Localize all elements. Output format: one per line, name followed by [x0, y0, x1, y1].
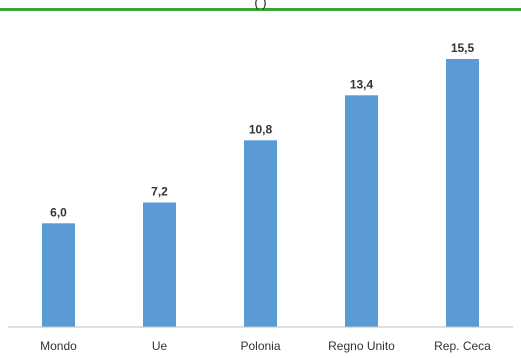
bars-group	[42, 59, 479, 327]
category-label-4: Rep. Ceca	[434, 339, 491, 353]
category-label-1: Ue	[152, 339, 168, 353]
category-label-2: Polonia	[240, 339, 280, 353]
chart-title-partial: ( )	[254, 0, 267, 10]
value-label-4: 15,5	[451, 41, 475, 55]
value-label-0: 6,0	[50, 205, 67, 219]
value-label-1: 7,2	[151, 185, 168, 199]
bar-3	[345, 95, 378, 327]
value-label-2: 10,8	[249, 122, 273, 136]
category-labels-group: Mondo Ue Polonia Regno Unito Rep. Ceca	[40, 339, 491, 353]
bar-4	[446, 59, 479, 327]
bar-1	[143, 202, 176, 327]
value-labels-group: 6,0 7,2 10,8 13,4 15,5	[50, 41, 474, 219]
top-accent-line	[0, 8, 521, 11]
value-label-3: 13,4	[350, 77, 374, 91]
category-label-0: Mondo	[40, 339, 77, 353]
bar-0	[42, 223, 75, 327]
category-label-3: Regno Unito	[328, 339, 395, 353]
bar-2	[244, 140, 277, 327]
